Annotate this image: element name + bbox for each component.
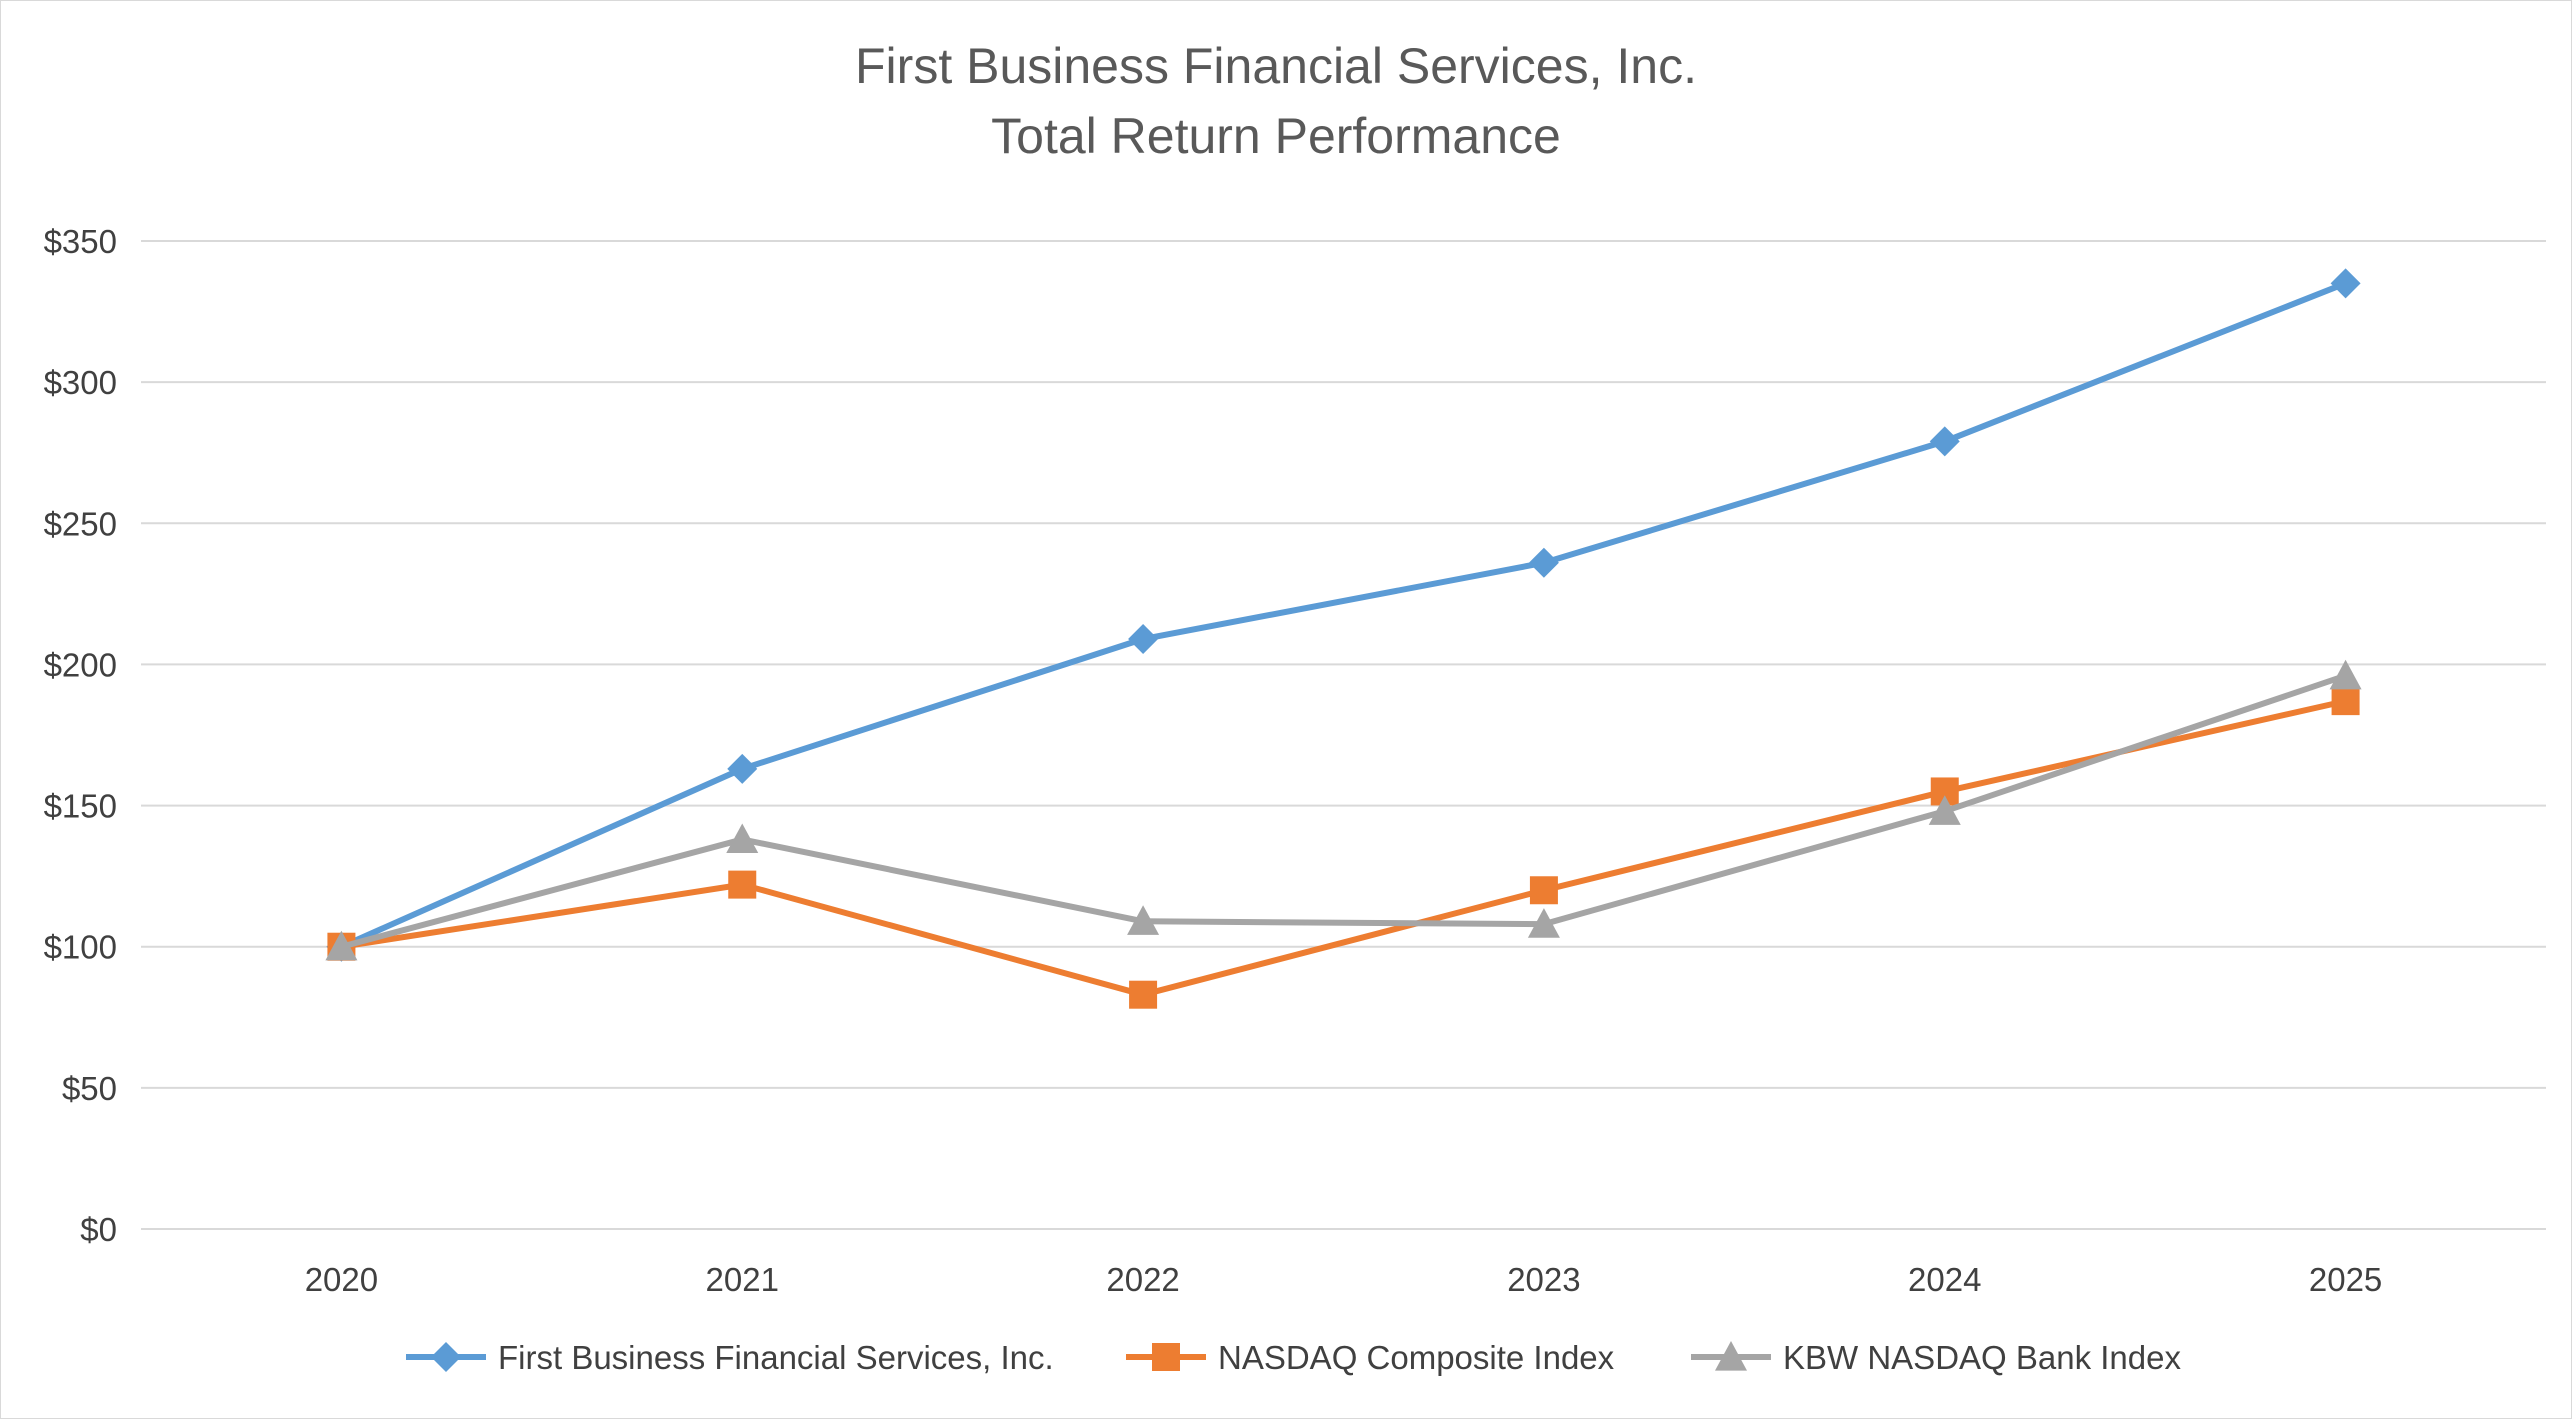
data-point [1529, 876, 1558, 905]
legend-item: NASDAQ Composite Index [1126, 1339, 1615, 1376]
data-point [1929, 426, 1960, 457]
chart-subtitle: Total Return Performance [991, 108, 1561, 164]
data-point [2331, 687, 2360, 716]
series-1 [326, 268, 2361, 962]
data-point [727, 753, 758, 784]
data-point [1527, 908, 1560, 938]
x-tick-label: 2023 [1507, 1261, 1580, 1298]
y-tick-label: $250 [44, 505, 117, 542]
legend-item: First Business Financial Services, Inc. [406, 1339, 1054, 1376]
x-axis-ticks: 2020 2021 2022 2023 2024 2025 [305, 1261, 2383, 1298]
data-point [325, 930, 358, 961]
data-point [1528, 547, 1559, 578]
data-point [726, 823, 759, 854]
legend-label: KBW NASDAQ Bank Index [1783, 1339, 2181, 1376]
data-point [1129, 980, 1158, 1009]
legend-marker [431, 1342, 461, 1372]
x-tick-label: 2025 [2309, 1261, 2382, 1298]
series-line [338, 280, 2349, 950]
y-tick-label: $300 [44, 364, 117, 401]
series-line [338, 698, 2349, 998]
chart-title: First Business Financial Services, Inc. [855, 38, 1697, 94]
x-tick-label: 2020 [305, 1261, 378, 1298]
data-point [1128, 624, 1159, 655]
legend: First Business Financial Services, Inc. N… [406, 1339, 2181, 1376]
grid-layer [141, 240, 2546, 1230]
legend-marker [1715, 1341, 1747, 1371]
series-3 [325, 659, 2362, 961]
legend-item: KBW NASDAQ Bank Index [1691, 1339, 2181, 1376]
y-tick-label: $150 [44, 788, 117, 825]
series-line [338, 672, 2349, 950]
x-tick-label: 2024 [1908, 1261, 1981, 1298]
x-tick-label: 2021 [706, 1261, 779, 1298]
y-axis-ticks: $0 $50 $100 $150 $200 $250 $300 $350 [44, 223, 117, 1248]
data-point [2330, 268, 2361, 299]
data-point [1127, 905, 1160, 935]
x-tick-label: 2022 [1106, 1261, 1179, 1298]
y-tick-label: $100 [44, 929, 117, 966]
legend-marker [1152, 1343, 1180, 1371]
series-layer [325, 268, 2362, 1009]
y-tick-label: $0 [80, 1211, 117, 1248]
legend-label: First Business Financial Services, Inc. [498, 1339, 1054, 1376]
data-point [1928, 795, 1961, 825]
y-tick-label: $50 [62, 1070, 117, 1107]
series-2 [327, 687, 2360, 1009]
y-tick-label: $350 [44, 223, 117, 260]
legend-label: NASDAQ Composite Index [1218, 1339, 1615, 1376]
data-point [728, 870, 757, 899]
data-point [2329, 659, 2362, 690]
y-tick-label: $200 [44, 646, 117, 683]
